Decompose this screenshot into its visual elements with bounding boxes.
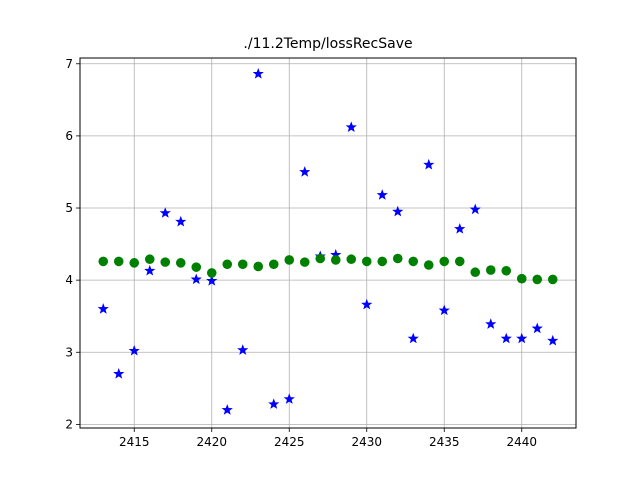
circle-point (299, 257, 310, 267)
circle-point (175, 258, 186, 268)
circle-point (392, 253, 403, 264)
circle-point (346, 254, 357, 265)
circle-point (532, 274, 543, 285)
star-point (144, 264, 156, 276)
x-tick-label: 2430 (351, 435, 382, 449)
circle-point (237, 259, 248, 270)
star-point (516, 332, 528, 344)
x-tick-label: 2415 (119, 435, 150, 449)
y-tick-label: 5 (65, 201, 73, 215)
x-tick-label: 2425 (274, 435, 305, 449)
circle-point (439, 256, 450, 267)
star-point (97, 303, 109, 314)
circle-point (315, 253, 326, 264)
circle-point (222, 259, 233, 270)
y-tick-label: 4 (65, 273, 73, 287)
series-1 (98, 253, 558, 285)
circle-point (191, 262, 202, 272)
circle-point (253, 261, 264, 272)
circle-point (160, 257, 171, 267)
plot-frame (79, 57, 577, 429)
star-point (485, 318, 497, 329)
star-point (469, 203, 481, 215)
star-point (547, 334, 559, 346)
star-point (361, 298, 373, 310)
y-axis: 2 3 4 5 6 7 (65, 57, 80, 431)
circle-point (361, 256, 372, 267)
star-point (190, 273, 202, 285)
star-point (407, 332, 419, 344)
x-axis: 2415 2420 2425 2430 2435 2440 (119, 428, 537, 449)
star-point (128, 344, 140, 356)
x-tick-label: 2440 (506, 435, 537, 449)
star-point (175, 215, 187, 227)
series-0 (97, 68, 559, 415)
star-point (454, 223, 466, 234)
y-tick-label: 7 (65, 57, 73, 71)
star-point (345, 121, 357, 132)
circle-point (144, 254, 155, 265)
x-tick-label: 2420 (196, 435, 227, 449)
star-point (252, 68, 264, 79)
chart-title: ./11.2Temp/lossRecSave (243, 36, 412, 52)
circle-point (547, 274, 558, 285)
circle-point (423, 260, 434, 270)
circle-point (485, 265, 496, 275)
circle-point (470, 267, 481, 278)
x-tick-label: 2435 (429, 435, 460, 449)
star-point (268, 398, 280, 409)
star-point (206, 275, 218, 286)
y-tick-label: 6 (65, 129, 73, 143)
star-point (423, 158, 435, 170)
star-point (159, 207, 171, 218)
circle-point (206, 268, 217, 278)
circle-point (408, 256, 419, 267)
star-point (221, 404, 233, 415)
y-tick-label: 3 (65, 345, 73, 359)
star-point (531, 322, 543, 334)
circle-point (501, 265, 512, 276)
plot-area (97, 68, 559, 415)
circle-point (454, 256, 465, 267)
star-point (283, 393, 295, 404)
circle-point (98, 256, 109, 267)
star-point (237, 344, 249, 355)
star-point (500, 332, 512, 344)
star-point (113, 368, 125, 379)
circle-point (377, 256, 388, 267)
circle-point (129, 258, 140, 268)
star-point (376, 189, 388, 200)
star-point (392, 205, 404, 217)
circle-point (113, 256, 124, 267)
circle-point (330, 255, 341, 265)
y-tick-label: 2 (65, 417, 73, 431)
star-point (438, 304, 450, 316)
circle-point (284, 255, 295, 265)
star-point (299, 166, 311, 177)
circle-point (516, 273, 527, 284)
grid-lines (80, 58, 576, 428)
circle-point (268, 259, 279, 270)
